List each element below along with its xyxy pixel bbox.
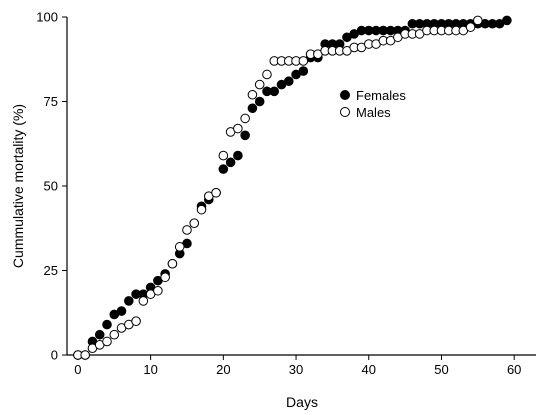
data-point-males [233,123,243,134]
x-tick-label: 0 [74,362,81,377]
data-point-males [174,242,185,252]
y-tick-label: 0 [51,348,58,363]
y-tick-label: 25 [44,263,58,278]
series-females [73,15,512,360]
series-males [73,15,483,360]
x-tick-label: 30 [289,362,303,377]
series-layer [73,15,512,360]
data-point-females [233,150,243,161]
data-point-males [218,150,229,161]
data-point-males [247,89,258,100]
data-point-males [109,329,120,340]
x-tick-label: 40 [362,362,376,377]
data-point-females [124,296,134,306]
data-point-males [189,218,200,228]
data-point-females [225,157,236,168]
data-point-males [262,69,272,80]
data-point-females [94,329,105,340]
x-tick-label: 20 [216,362,230,377]
data-point-females [116,306,127,316]
x-tick-label: 50 [434,362,448,377]
data-point-males [131,316,141,327]
x-axis-label: Days [286,394,318,410]
data-point-males [160,272,170,283]
legend-marker-females [340,90,350,100]
data-point-males [465,22,476,32]
legend-label-males: Males [356,105,391,120]
data-point-males [298,56,309,66]
data-point-females [283,76,294,87]
data-point-females [269,86,280,97]
legend: Females Males [340,88,406,120]
data-point-males [196,204,207,215]
y-axis-label: Cummulative mortality (%) [10,104,26,268]
x-ticks: 0 10 20 30 40 50 60 [74,355,521,377]
data-point-females [298,66,309,76]
data-point-males [138,296,149,306]
x-tick-label: 60 [507,362,521,377]
data-point-males [102,336,112,347]
legend-label-females: Females [356,88,406,103]
data-point-males [240,113,250,124]
data-point-females [240,130,250,141]
data-point-males [254,79,265,90]
x-tick-label: 10 [143,362,157,377]
y-tick-label: 50 [44,179,58,194]
data-point-females [218,164,229,174]
data-point-females [247,103,258,114]
data-point-males [167,258,178,269]
y-tick-label: 75 [44,94,58,109]
data-point-females [502,15,512,26]
data-point-males [211,187,221,198]
data-point-females [254,96,265,107]
y-ticks: 0 25 50 75 100 [36,10,67,363]
y-tick-label: 100 [36,10,58,25]
data-point-males [153,285,163,296]
data-point-males [473,15,483,26]
data-point-males [182,225,192,235]
data-point-females [102,319,112,330]
legend-marker-males [340,107,350,117]
data-point-males [80,350,90,360]
